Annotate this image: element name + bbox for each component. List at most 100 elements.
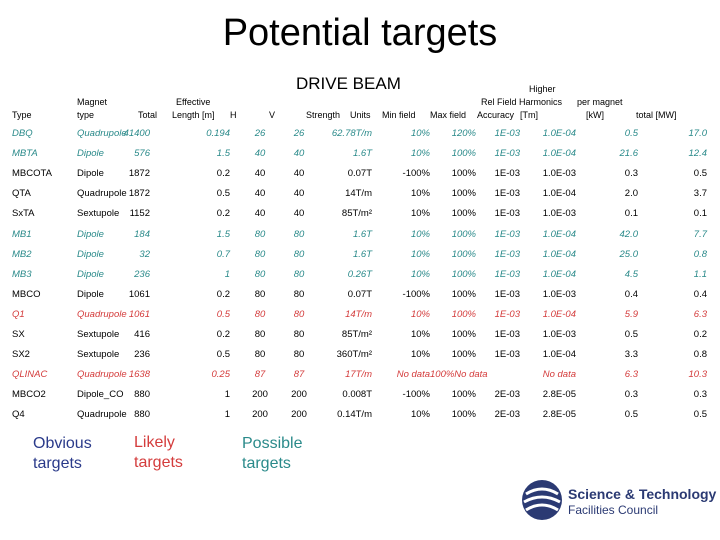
cell-acc: 1E-03 — [494, 248, 520, 260]
cell-pm: 5.9 — [624, 308, 638, 320]
cell-max: 100% — [451, 389, 476, 401]
cell-acc: 1E-03 — [494, 349, 520, 361]
cell-v: 26 — [293, 128, 305, 139]
header-per-magnet-2: [kW] — [586, 110, 604, 120]
cell-v: 80 — [293, 268, 305, 280]
cell-strength: 62.78T/m — [331, 128, 372, 139]
cell-magnet: Sextupole — [77, 208, 120, 220]
cell-strength: 1.6T — [352, 228, 372, 240]
table-row: Q1 Quadrupole 1061 0.5 80 80 14T/m 10% 100% 1E-03… — [0, 305, 720, 325]
cell-type: MB3 — [12, 268, 32, 280]
globe-icon — [522, 480, 562, 520]
cell-tot: 10.3 — [688, 369, 708, 381]
header-rel-field-2: Accuracy — [477, 110, 515, 120]
table-row: MBCO Dipole 1061 0.2 80 80 0.07T -100% 100% 1E-03… — [0, 285, 720, 305]
cell-min: 10% — [410, 228, 430, 240]
table-row: Q4 Quadrupole 880 1 200 200 0.14T/m 10% 100% 2E-0… — [0, 405, 720, 425]
cell-magnet: Dipole — [77, 228, 104, 240]
cell-max: 100% — [451, 349, 476, 361]
cell-magnet: Quadrupole — [77, 128, 127, 139]
cell-len: 0.5 — [216, 349, 230, 361]
cell-type: Q4 — [12, 409, 25, 421]
cell-strength: 0.07T — [347, 168, 372, 180]
cell-min: 10% — [410, 208, 430, 220]
cell-magnet: Quadrupole — [77, 369, 127, 381]
header-max-field: Max field — [430, 110, 467, 120]
table-row: MBCO2 Dipole_CO 880 1 200 200 0.008T -100% 100% 2… — [0, 385, 720, 405]
cell-tot: 17.0 — [688, 128, 708, 139]
cell-strength: 14T/m — [345, 188, 372, 200]
cell-pm: 6.3 — [624, 369, 638, 381]
cell-type: Q1 — [12, 308, 25, 320]
cell-acc: 1E-03 — [494, 168, 520, 180]
cell-pm: 42.0 — [619, 228, 639, 240]
legend-likely: Likely targets — [134, 433, 183, 473]
cell-pm: 0.5 — [624, 409, 638, 421]
cell-type: MBCO2 — [12, 389, 46, 401]
cell-acc: 1E-03 — [494, 148, 520, 160]
cell-min: 10% — [410, 128, 430, 139]
cell-h: 40 — [254, 208, 266, 220]
table-row: MB1 Dipole 184 1.5 80 80 1.6T 10% 100% 1E-03 1.0E-… — [0, 225, 720, 245]
cell-h: 80 — [254, 349, 266, 361]
cell-type: SxTA — [12, 208, 35, 220]
cell-pm: 0.3 — [624, 389, 638, 401]
cell-total: 880 — [134, 389, 150, 401]
table-row: SxTA Sextupole 1152 0.2 40 40 85T/m² 10% 100% 1E-… — [0, 204, 720, 224]
cell-harm: 1.0E-04 — [542, 308, 576, 320]
cell-v: 200 — [291, 409, 307, 421]
cell-pm: 0.5 — [624, 128, 638, 139]
cell-h: 40 — [254, 148, 266, 160]
cell-type: MB2 — [12, 248, 32, 260]
legend-likely-line-1: Likely — [134, 434, 175, 451]
cell-h: 40 — [254, 168, 266, 180]
cell-magnet: Quadrupole — [77, 308, 127, 320]
legend-obvious: Obvious targets — [33, 434, 92, 474]
stfc-logo: Science & Technology Facilities Council — [520, 478, 717, 522]
header-magnet-2: type — [77, 110, 95, 120]
logo-line-2: Facilities Council — [568, 503, 659, 517]
cell-v: 80 — [293, 329, 305, 340]
cell-magnet: Dipole_CO — [77, 389, 124, 401]
cell-v: 200 — [291, 389, 307, 401]
cell-pm: 21.6 — [619, 148, 639, 160]
cell-max: 100% — [451, 228, 476, 240]
cell-tot: 0.5 — [693, 409, 707, 421]
cell-total: 1061 — [128, 288, 150, 300]
cell-acc: 1E-03 — [494, 188, 520, 200]
cell-len: 1.5 — [216, 228, 230, 240]
cell-strength: 85T/m² — [341, 329, 372, 340]
cell-type: SX2 — [12, 349, 30, 361]
table-row: QTA Quadrupole 1872 0.5 40 40 14T/m 10% 100% 1E-0… — [0, 184, 720, 204]
cell-pm: 2.0 — [624, 188, 638, 200]
cell-min: -100% — [402, 389, 430, 401]
cell-h: 80 — [254, 288, 266, 300]
table-row: MB2 Dipole 32 0.7 80 80 1.6T 10% 100% 1E-03 1.0E-0… — [0, 245, 720, 265]
cell-h: 40 — [254, 188, 266, 200]
cell-harm: 1.0E-03 — [542, 168, 576, 180]
table-row: MBCOTA Dipole 1872 0.2 40 40 0.07T -100% 100% 1E-… — [0, 164, 720, 184]
cell-min: 10% — [410, 329, 430, 340]
cell-total: 1152 — [129, 208, 150, 220]
cell-strength: 17T/m — [345, 369, 372, 381]
header-total: Total — [138, 110, 158, 120]
cell-tot: 0.4 — [693, 288, 707, 300]
header-total-mw: total [MW] — [636, 110, 677, 120]
cell-len: 1 — [224, 409, 230, 421]
cell-tot: 0.3 — [693, 389, 707, 401]
cell-acc: 1E-03 — [494, 308, 520, 320]
logo-line-1: Science & Technology — [568, 486, 717, 502]
cell-harm: 1.0E-03 — [542, 288, 576, 300]
cell-strength: 0.14T/m — [337, 409, 372, 421]
cell-tot: 3.7 — [693, 188, 707, 200]
cell-strength: 14T/m — [345, 308, 372, 320]
cell-max: 100% — [451, 148, 476, 160]
cell-len: 0.25 — [211, 369, 231, 381]
cell-total: 1638 — [128, 369, 150, 381]
table-row: SX Sextupole 416 0.2 80 80 85T/m² 10% 100% 1E-03 1… — [0, 325, 720, 345]
cell-max: 100% — [451, 188, 476, 200]
cell-max: 100% — [451, 329, 476, 340]
header-per-magnet-1: per magnet — [577, 97, 623, 107]
cell-total: 576 — [134, 148, 150, 160]
cell-min: 10% — [410, 148, 430, 160]
